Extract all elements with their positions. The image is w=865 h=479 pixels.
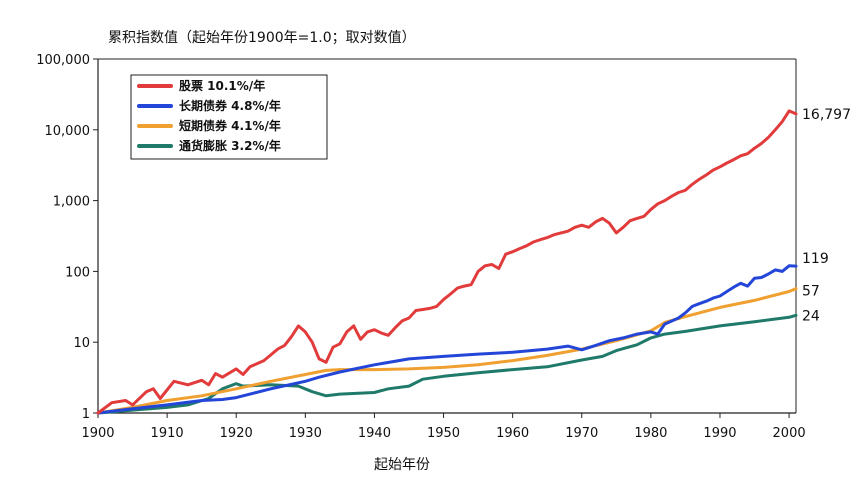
x-tick-label: 1930	[289, 426, 322, 441]
series-end-labels: 16,797 119 57 24	[802, 107, 851, 324]
x-tick-label: 1910	[151, 426, 184, 441]
series-lines	[96, 109, 798, 415]
x-tick-label: 1970	[565, 426, 598, 441]
legend-entry-label: 短期债券 4.1%/年	[179, 118, 281, 133]
plot-frame	[97, 58, 797, 414]
x-tick-label: 1960	[496, 426, 529, 441]
series-line-1	[96, 109, 798, 415]
series-line-4	[96, 313, 798, 415]
x-tick-label: 1900	[81, 426, 114, 441]
x-tick-label: 1920	[220, 426, 253, 441]
x-tick-label: 1940	[358, 426, 391, 441]
y-tick-label: 1	[82, 407, 90, 422]
y-axis-ticks: 1 10 100 1,000 10,000 100,000	[36, 53, 98, 422]
x-tick-label: 1990	[703, 426, 736, 441]
x-tick-label: 1950	[427, 426, 460, 441]
chart-title: 累积指数值（起始年份1900年=1.0；取对数值）	[108, 30, 416, 46]
series-end-label: 57	[802, 284, 820, 300]
legend-entry-label: 通货膨胀 3.2%/年	[179, 138, 281, 153]
series-line-2	[96, 264, 798, 415]
x-tick-label: 2000	[773, 426, 806, 441]
x-tick-label: 1980	[634, 426, 667, 441]
y-tick-label: 10,000	[45, 124, 91, 139]
y-tick-label: 10	[73, 336, 90, 351]
y-tick-label: 100,000	[36, 53, 90, 68]
legend-entry-label: 股票 10.1%/年	[179, 78, 265, 93]
series-end-label: 119	[802, 251, 829, 267]
series-end-label: 16,797	[802, 107, 851, 123]
legend-entry-label: 长期债券 4.8%/年	[179, 98, 281, 113]
x-axis-ticks: 1900 1910 1920 1930 1940 1950 1960 1970 1980 1990…	[81, 413, 806, 441]
x-axis-label: 起始年份	[374, 457, 430, 473]
series-line-3	[96, 287, 798, 415]
y-tick-label: 1,000	[53, 195, 90, 210]
series-end-label: 24	[802, 308, 820, 324]
y-tick-label: 100	[65, 265, 90, 280]
